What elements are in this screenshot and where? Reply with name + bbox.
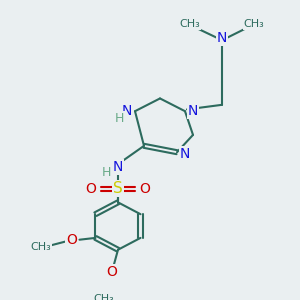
Text: CH₃: CH₃ — [180, 19, 200, 29]
Text: S: S — [113, 181, 123, 196]
Text: N: N — [122, 104, 132, 118]
Text: H: H — [114, 112, 124, 125]
Text: O: O — [140, 182, 150, 196]
Text: O: O — [85, 182, 96, 196]
Text: O: O — [106, 265, 117, 279]
Text: N: N — [188, 104, 198, 118]
Text: N: N — [217, 31, 227, 45]
Text: CH₃: CH₃ — [244, 19, 264, 29]
Text: CH₃: CH₃ — [94, 294, 114, 300]
Text: N: N — [113, 160, 123, 174]
Text: N: N — [180, 147, 190, 161]
Text: H: H — [101, 166, 111, 179]
Text: O: O — [66, 233, 77, 247]
Text: CH₃: CH₃ — [30, 242, 51, 252]
